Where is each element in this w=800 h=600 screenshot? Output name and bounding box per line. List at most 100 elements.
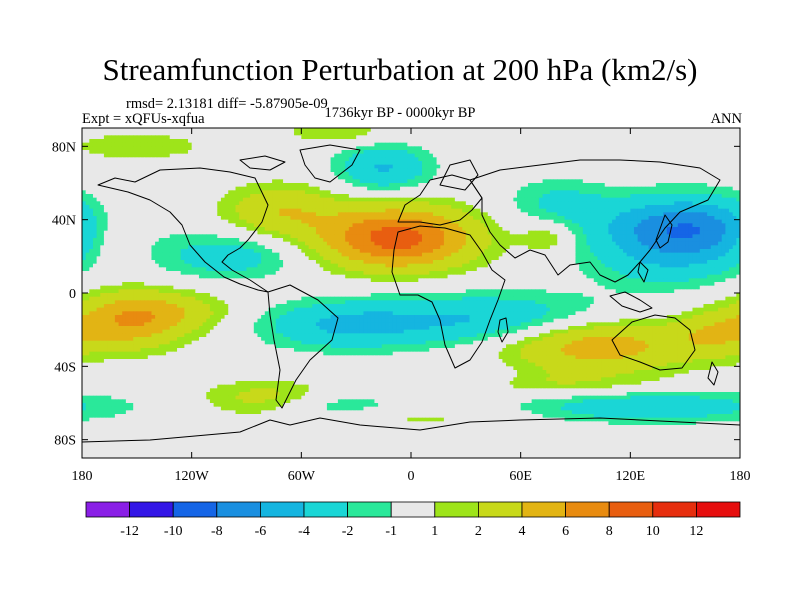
field-cell [151, 139, 156, 144]
field-cell [337, 227, 342, 232]
field-cell [92, 223, 98, 228]
field-cell [166, 139, 171, 144]
field-cell [637, 205, 642, 210]
field-cell [542, 190, 547, 195]
field-cell [476, 219, 481, 224]
field-cell [162, 175, 167, 180]
field-cell [454, 128, 459, 133]
field-cell [323, 172, 328, 177]
field-cell [736, 131, 741, 136]
field-cell [418, 212, 423, 217]
field-cell [491, 190, 496, 195]
field-cell [473, 146, 478, 151]
field-cell [484, 219, 489, 224]
field-cell [498, 172, 503, 177]
field-cell [729, 175, 734, 180]
field-cell [443, 157, 448, 162]
field-cell [546, 146, 551, 151]
field-cell [162, 223, 167, 228]
field-cell [381, 212, 386, 217]
field-cell [487, 153, 492, 158]
field-cell [220, 227, 225, 232]
field-cell [294, 131, 299, 136]
field-cell [261, 150, 266, 155]
field-cell [414, 201, 419, 206]
field-cell [411, 157, 416, 162]
field-cell [82, 131, 87, 136]
field-cell [615, 205, 620, 210]
field-cell [440, 153, 445, 158]
field-cell [177, 161, 182, 166]
field-cell [96, 139, 101, 144]
field-cell [180, 223, 185, 228]
field-cell [502, 131, 507, 136]
field-cell [469, 139, 474, 144]
field-cell [162, 227, 167, 232]
field-cell [352, 135, 357, 140]
field-cell [103, 223, 108, 228]
field-cell [637, 190, 642, 195]
field-cell [714, 208, 719, 213]
field-cell [114, 208, 119, 213]
field-cell [257, 201, 262, 206]
field-cell [381, 201, 386, 206]
field-cell [122, 175, 127, 180]
field-cell [663, 131, 668, 136]
field-cell [593, 190, 598, 195]
field-cell [151, 223, 156, 228]
field-cell [608, 142, 613, 147]
field-cell [147, 219, 152, 224]
field-cell [524, 183, 529, 188]
field-cell [674, 142, 679, 147]
field-cell [140, 153, 145, 158]
field-cell [685, 179, 690, 184]
field-cell [535, 179, 540, 184]
field-cell [429, 186, 434, 191]
field-cell [418, 153, 423, 158]
field-cell [326, 183, 331, 188]
field-cell [520, 157, 525, 162]
field-cell [308, 128, 313, 133]
field-cell [290, 205, 295, 210]
field-cell [283, 153, 288, 158]
field-cell [235, 227, 240, 232]
field-cell [699, 201, 704, 206]
field-cell [272, 153, 277, 158]
field-cell [568, 139, 573, 144]
field-cell [220, 216, 225, 221]
field-cell [597, 205, 602, 210]
field-cell [425, 194, 430, 199]
field-cell [213, 157, 218, 162]
field-cell [571, 212, 576, 217]
field-cell [637, 223, 642, 228]
field-cell [571, 201, 576, 206]
field-cell [195, 131, 200, 136]
field-cell [436, 208, 441, 213]
field-cell [294, 212, 299, 217]
field-cell [359, 201, 364, 206]
field-cell [513, 128, 518, 133]
field-cell [374, 172, 379, 177]
field-cell [637, 142, 642, 147]
field-cell [465, 142, 470, 147]
field-cell [191, 131, 196, 136]
field-cell [286, 179, 291, 184]
field-cell [531, 135, 536, 140]
field-cell [235, 161, 240, 166]
field-cell [597, 142, 602, 147]
field-cell [198, 175, 204, 180]
field-cell [462, 146, 467, 151]
field-cell [462, 227, 467, 232]
field-cell [608, 186, 613, 191]
field-cell [608, 208, 613, 213]
field-cell [155, 135, 160, 140]
field-cell [184, 139, 189, 144]
field-cell [345, 216, 350, 221]
field-cell [231, 197, 236, 202]
field-cell [608, 157, 613, 162]
field-cell [663, 179, 668, 184]
field-cell [710, 183, 715, 188]
field-cell [308, 216, 313, 221]
field-cell [184, 179, 189, 184]
field-cell [597, 172, 602, 177]
